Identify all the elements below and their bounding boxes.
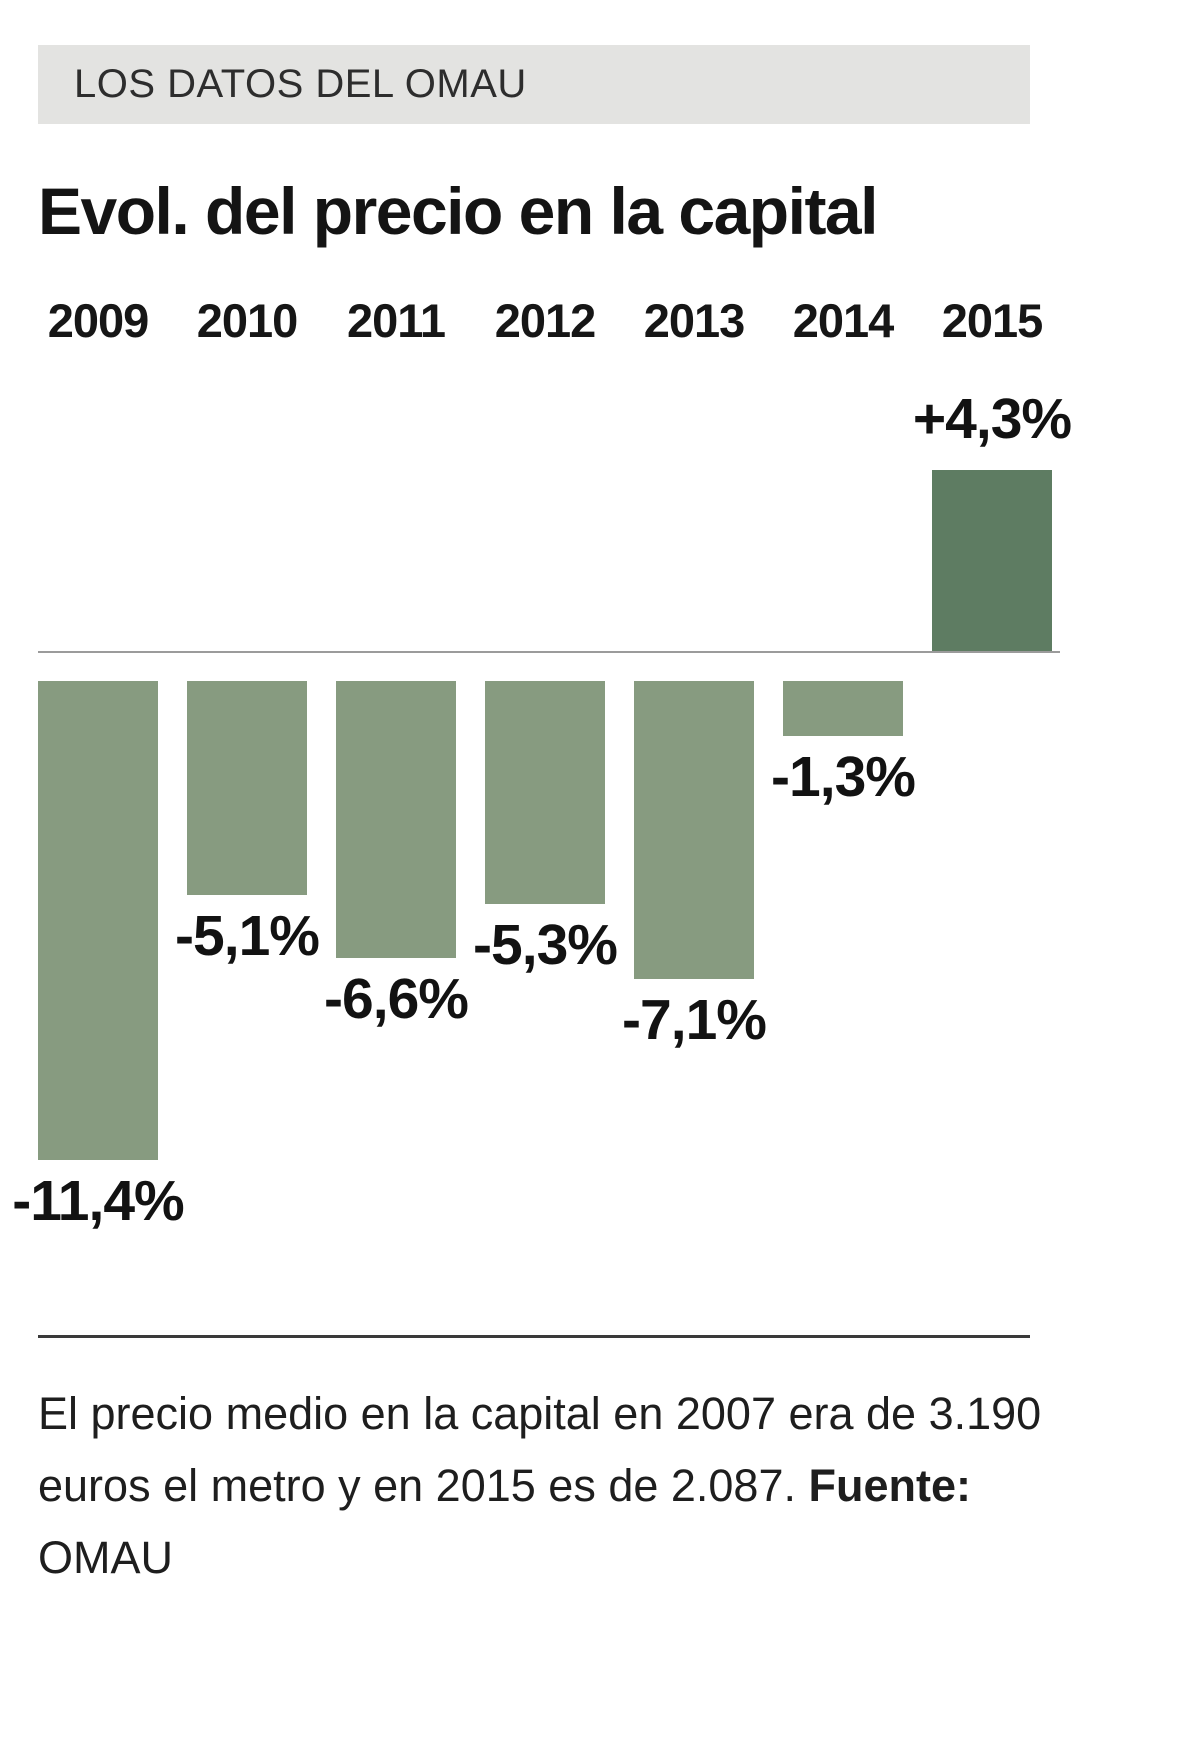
footer-divider	[38, 1335, 1030, 1339]
bar-2014	[783, 681, 903, 737]
bar-value-label-2009: -11,4%	[12, 1169, 184, 1234]
bar-value-label-2012: -5,3%	[473, 913, 618, 978]
bar-value-label-2015: +4,3%	[912, 387, 1072, 452]
bar-value-label-2013: -7,1%	[622, 988, 767, 1053]
year-label-2010: 2010	[196, 294, 299, 348]
kicker-text: LOS DATOS DEL OMAU	[74, 62, 527, 106]
year-label-2009: 2009	[47, 294, 150, 348]
footer-note: El precio medio en la capital en 2007 er…	[38, 1388, 1042, 1512]
bar-2011	[336, 681, 456, 959]
bar-2009	[38, 681, 158, 1161]
bar-2013	[634, 681, 754, 980]
bar-2010	[187, 681, 307, 896]
bar-value-label-2011: -6,6%	[324, 967, 469, 1032]
footer-text: El precio medio en la capital en 2007 er…	[38, 1378, 1045, 1594]
years-row: 2009 2010 2011 2012 2013 2014 2015	[38, 293, 1060, 351]
bar-chart: -11,4% -5,1% -6,6% -5,3% -7,1% -1,3% +4,3%	[12, 361, 1072, 1307]
page-title: Evol. del precio en la capital	[38, 174, 878, 248]
bar-2012	[485, 681, 605, 905]
bar-value-label-2010: -5,1%	[175, 904, 320, 969]
bar-value-label-2014: -1,3%	[771, 745, 916, 810]
year-label-2013: 2013	[643, 294, 746, 348]
zero-axis-line	[38, 651, 1060, 654]
source-label: Fuente:	[808, 1460, 972, 1512]
year-label-2012: 2012	[494, 294, 597, 348]
year-label-2014: 2014	[792, 294, 895, 348]
source-name: OMAU	[38, 1532, 173, 1584]
year-label-2011: 2011	[347, 294, 446, 348]
kicker-bar: LOS DATOS DEL OMAU	[38, 45, 1030, 124]
bar-2015	[932, 470, 1052, 652]
year-label-2015: 2015	[941, 294, 1044, 348]
